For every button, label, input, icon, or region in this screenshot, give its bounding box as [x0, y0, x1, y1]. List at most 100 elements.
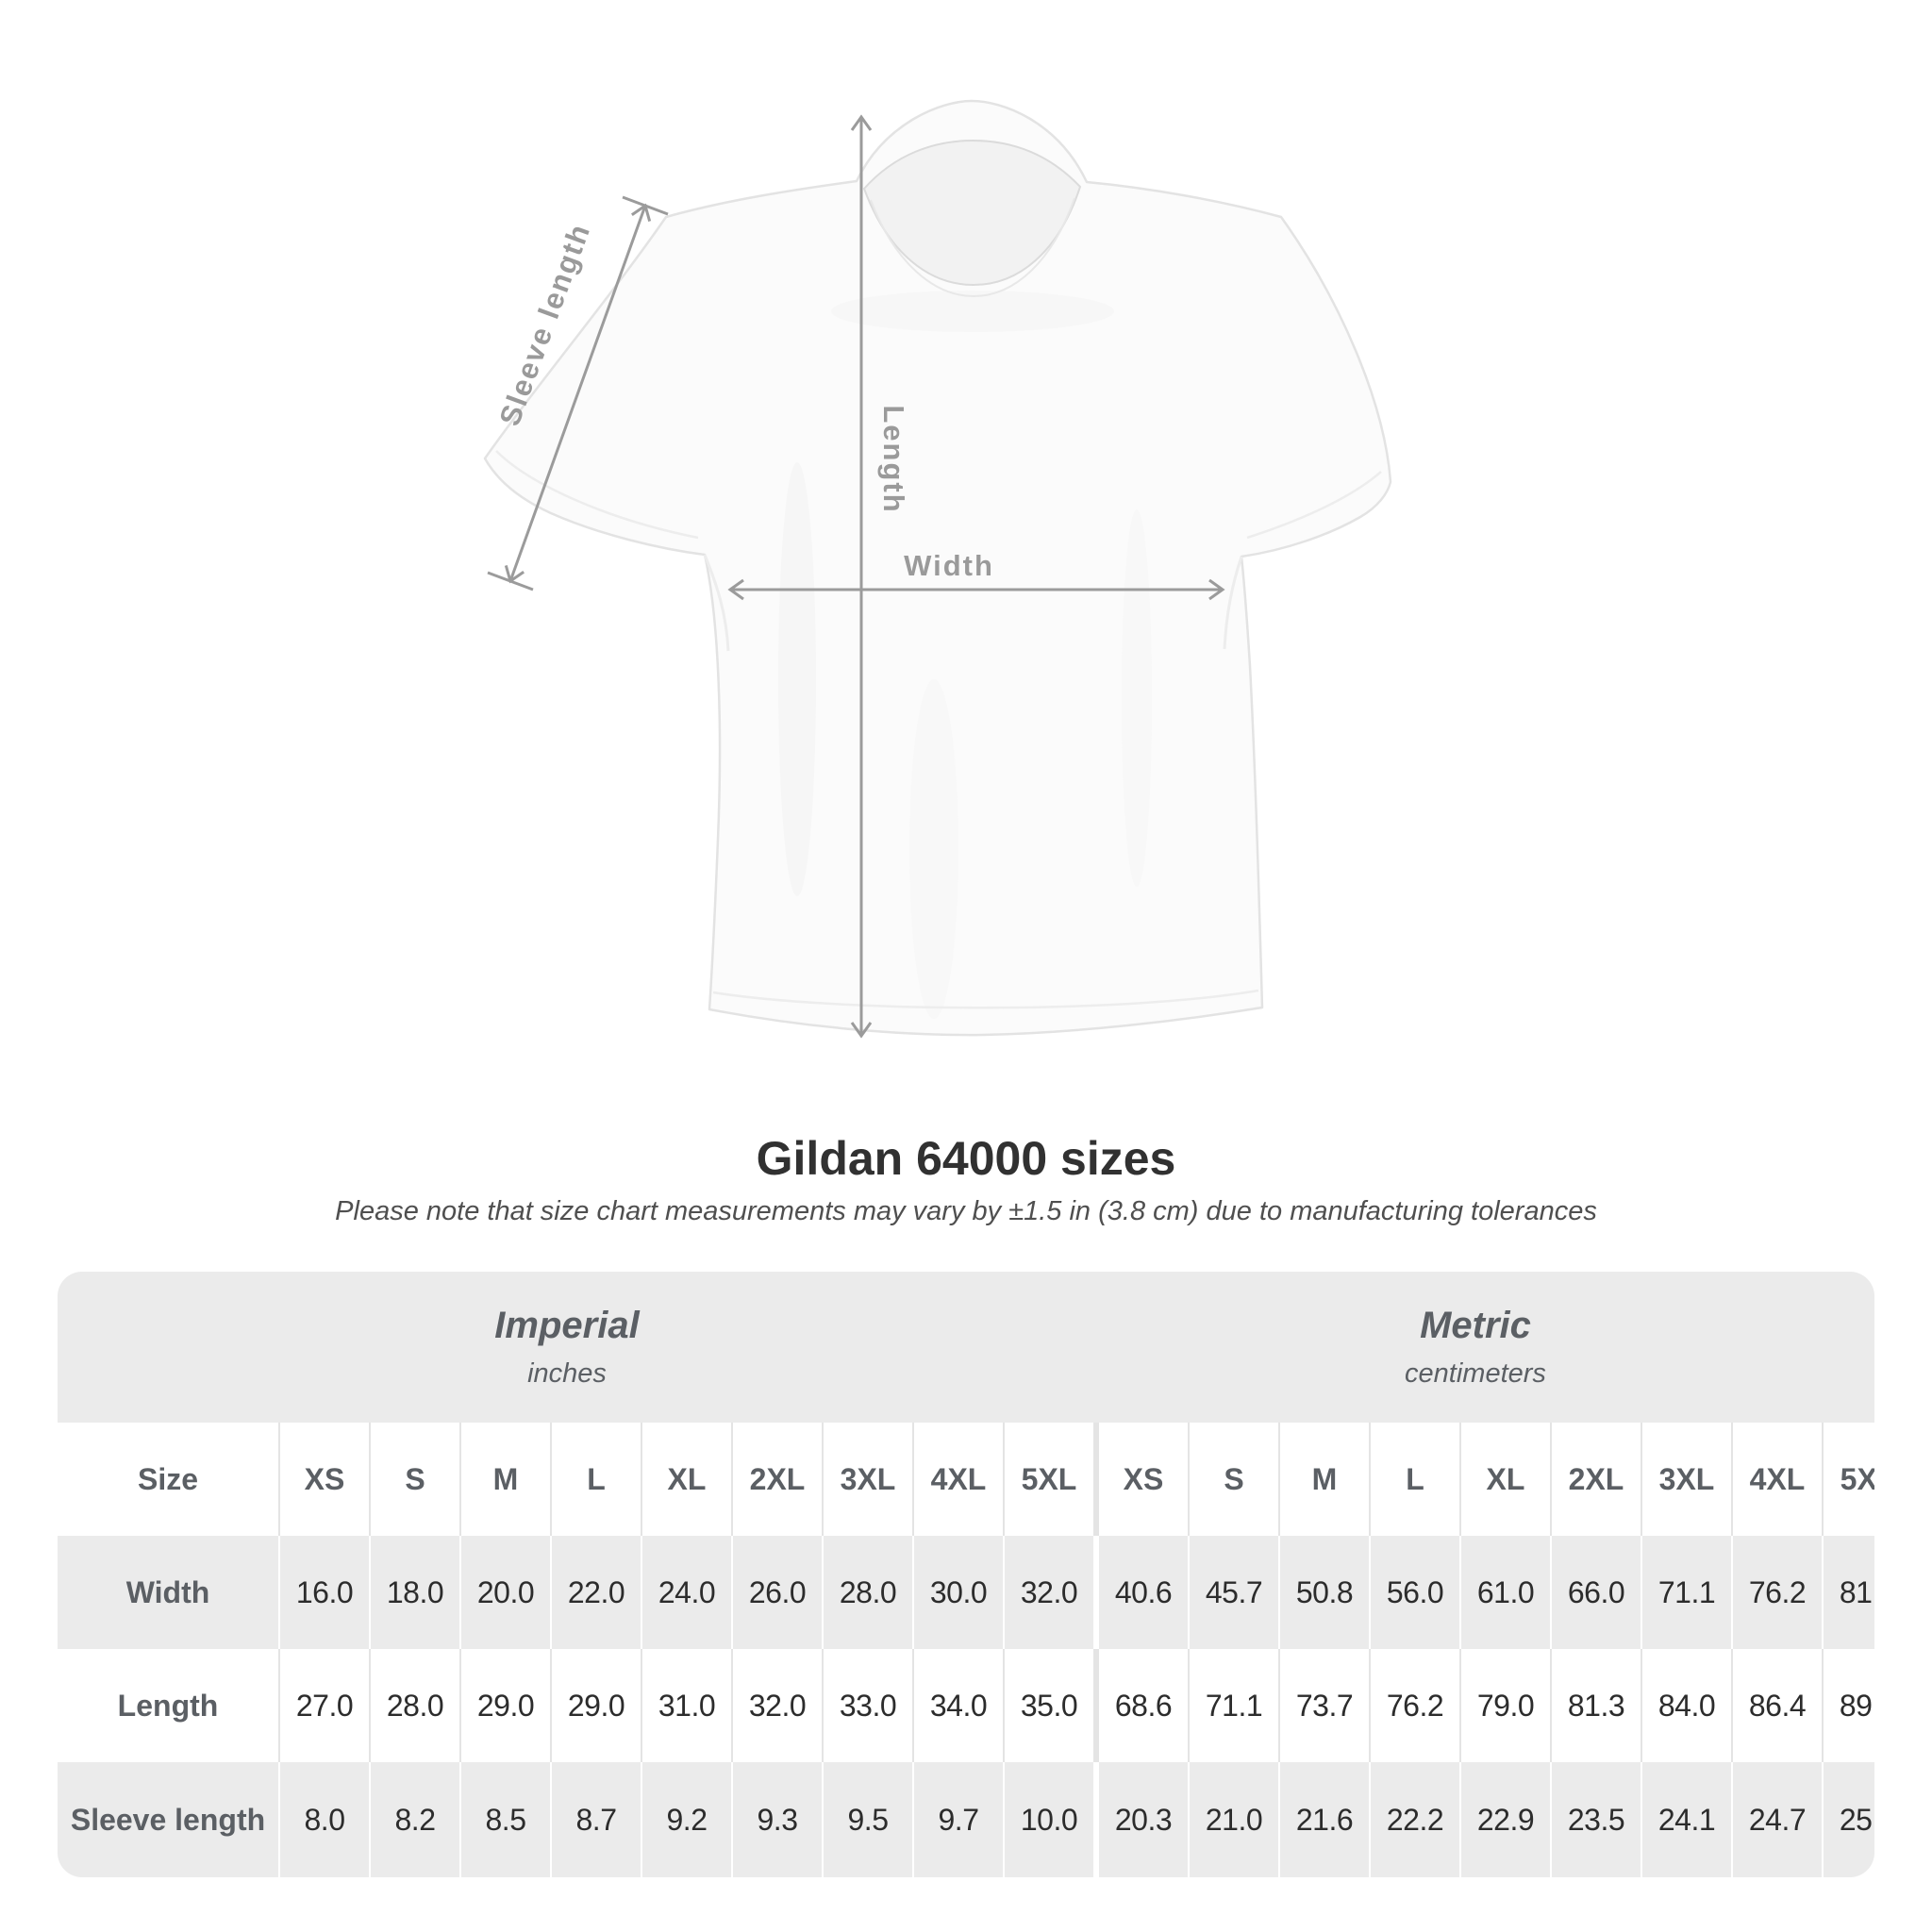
size-col-imperial-3xl: 3XL	[822, 1423, 912, 1536]
size-col-imperial-xl: XL	[641, 1423, 731, 1536]
unit-band: Imperial inches Metric centimeters	[58, 1272, 1874, 1423]
width-metric-s: 45.7	[1188, 1536, 1278, 1649]
length-imperial-xl: 31.0	[641, 1649, 731, 1762]
size-col-metric-m: M	[1278, 1423, 1369, 1536]
width-label: Width	[904, 549, 994, 582]
length-imperial-s: 28.0	[369, 1649, 459, 1762]
length-metric-5xl: 89.0	[1822, 1649, 1874, 1762]
size-col-metric-xl: XL	[1459, 1423, 1550, 1536]
length-imperial-4xl: 34.0	[912, 1649, 1003, 1762]
sleeve-length-row: Sleeve length 8.0 8.2 8.5 8.7 9.2 9.3 9.5 9.7 10.…	[58, 1762, 1874, 1877]
length-metric-xs: 68.6	[1093, 1649, 1188, 1762]
sleeve-length-imperial-3xl: 9.5	[822, 1762, 912, 1877]
width-metric-4xl: 76.2	[1731, 1536, 1822, 1649]
sleeve-length-metric-m: 21.6	[1278, 1762, 1369, 1877]
length-metric-m: 73.7	[1278, 1649, 1369, 1762]
sleeve-length-row-label: Sleeve length	[70, 1802, 266, 1837]
size-header-row: Size XS S M L XL 2XL 3XL 4XL 5XL XS S M L XL 2XL 3XL 4XL 5…	[58, 1423, 1874, 1536]
size-col-imperial-2xl: 2XL	[731, 1423, 822, 1536]
width-row: Width 16.0 18.0 20.0 22.0 24.0 26.0 28.0 30.0 32.…	[58, 1536, 1874, 1649]
imperial-title: Imperial	[494, 1305, 640, 1346]
tshirt-measurement-diagram: Sleeve length Length Width	[483, 99, 1392, 1039]
size-col-metric-5xl: 5XL	[1822, 1423, 1874, 1536]
length-metric-3xl: 84.0	[1641, 1649, 1731, 1762]
length-imperial-xs: 27.0	[278, 1649, 369, 1762]
metric-unit: centimeters	[1405, 1358, 1546, 1389]
fabric-shade	[1122, 509, 1152, 887]
width-metric-m: 50.8	[1278, 1536, 1369, 1649]
width-imperial-l: 22.0	[550, 1536, 641, 1649]
length-metric-l: 76.2	[1369, 1649, 1459, 1762]
width-imperial-2xl: 26.0	[731, 1536, 822, 1649]
size-col-metric-s: S	[1188, 1423, 1278, 1536]
sleeve-length-metric-xs: 20.3	[1093, 1762, 1188, 1877]
width-imperial-m: 20.0	[459, 1536, 550, 1649]
sleeve-length-metric-2xl: 23.5	[1550, 1762, 1641, 1877]
fabric-shade	[831, 291, 1114, 332]
size-col-imperial-s: S	[369, 1423, 459, 1536]
length-metric-s: 71.1	[1188, 1649, 1278, 1762]
width-metric-2xl: 66.0	[1550, 1536, 1641, 1649]
width-metric-5xl: 81.3	[1822, 1536, 1874, 1649]
sleeve-length-imperial-xl: 9.2	[641, 1762, 731, 1877]
length-imperial-l: 29.0	[550, 1649, 641, 1762]
sleeve-length-imperial-l: 8.7	[550, 1762, 641, 1877]
sleeve-length-metric-xl: 22.9	[1459, 1762, 1550, 1877]
length-imperial-5xl: 35.0	[1003, 1649, 1093, 1762]
metric-title: Metric	[1420, 1305, 1531, 1346]
tolerance-note: Please note that size chart measurements…	[335, 1196, 1597, 1226]
fabric-shade	[778, 462, 816, 896]
width-imperial-3xl: 28.0	[822, 1536, 912, 1649]
width-metric-xs: 40.6	[1093, 1536, 1188, 1649]
sleeve-length-imperial-xs: 8.0	[278, 1762, 369, 1877]
armpit-shade	[1223, 556, 1243, 650]
width-imperial-5xl: 32.0	[1003, 1536, 1093, 1649]
page-title: Gildan 64000 sizes	[756, 1132, 1176, 1185]
size-col-imperial-4xl: 4XL	[912, 1423, 1003, 1536]
sleeve-length-imperial-2xl: 9.3	[731, 1762, 822, 1877]
measurement-arrows	[487, 114, 1225, 1039]
collar	[862, 139, 1082, 287]
length-imperial-m: 29.0	[459, 1649, 550, 1762]
tshirt-body	[483, 99, 1392, 1037]
width-imperial-xs: 16.0	[278, 1536, 369, 1649]
sleeve-hem-stitch	[1246, 471, 1382, 540]
length-metric-2xl: 81.3	[1550, 1649, 1641, 1762]
imperial-section-header: Imperial inches	[58, 1272, 1076, 1423]
width-imperial-4xl: 30.0	[912, 1536, 1003, 1649]
length-label: Length	[877, 405, 910, 514]
sleeve-length-metric-3xl: 24.1	[1641, 1762, 1731, 1877]
table-rows: Size XS S M L XL 2XL 3XL 4XL 5XL XS S M L XL 2XL 3XL 4XL 5…	[58, 1423, 1874, 1877]
sleeve-length-metric-s: 21.0	[1188, 1762, 1278, 1877]
width-imperial-xl: 24.0	[641, 1536, 731, 1649]
size-col-metric-4xl: 4XL	[1731, 1423, 1822, 1536]
sleeve-length-imperial-5xl: 10.0	[1003, 1762, 1093, 1877]
width-metric-xl: 61.0	[1459, 1536, 1550, 1649]
size-col-metric-3xl: 3XL	[1641, 1423, 1731, 1536]
sleeve-length-imperial-4xl: 9.7	[912, 1762, 1003, 1877]
metric-section-header: Metric centimeters	[1076, 1272, 1874, 1423]
length-imperial-3xl: 33.0	[822, 1649, 912, 1762]
size-col-imperial-l: L	[550, 1423, 641, 1536]
sleeve-arrow-tick	[622, 195, 669, 216]
sleeve-length-metric-5xl: 25.3	[1822, 1762, 1874, 1877]
size-corner-label: Size	[137, 1461, 199, 1496]
width-row-label: Width	[125, 1574, 210, 1609]
imperial-unit: inches	[527, 1358, 607, 1389]
sleeve-length-imperial-m: 8.5	[459, 1762, 550, 1877]
length-row: Length 27.0 28.0 29.0 29.0 31.0 32.0 33.0 34.0 35…	[58, 1649, 1874, 1762]
width-metric-3xl: 71.1	[1641, 1536, 1731, 1649]
sleeve-length-metric-l: 22.2	[1369, 1762, 1459, 1877]
tshirt-image	[483, 99, 1392, 1039]
armpit-shade	[703, 554, 730, 652]
size-col-imperial-m: M	[459, 1423, 550, 1536]
fabric-shade	[909, 679, 958, 1019]
size-col-metric-xs: XS	[1093, 1423, 1188, 1536]
sleeve-arrow-tick	[487, 571, 534, 591]
width-imperial-s: 18.0	[369, 1536, 459, 1649]
size-col-metric-2xl: 2XL	[1550, 1423, 1641, 1536]
size-col-metric-l: L	[1369, 1423, 1459, 1536]
length-metric-xl: 79.0	[1459, 1649, 1550, 1762]
size-col-imperial-5xl: 5XL	[1003, 1423, 1093, 1536]
collar-stitch	[870, 197, 1075, 298]
